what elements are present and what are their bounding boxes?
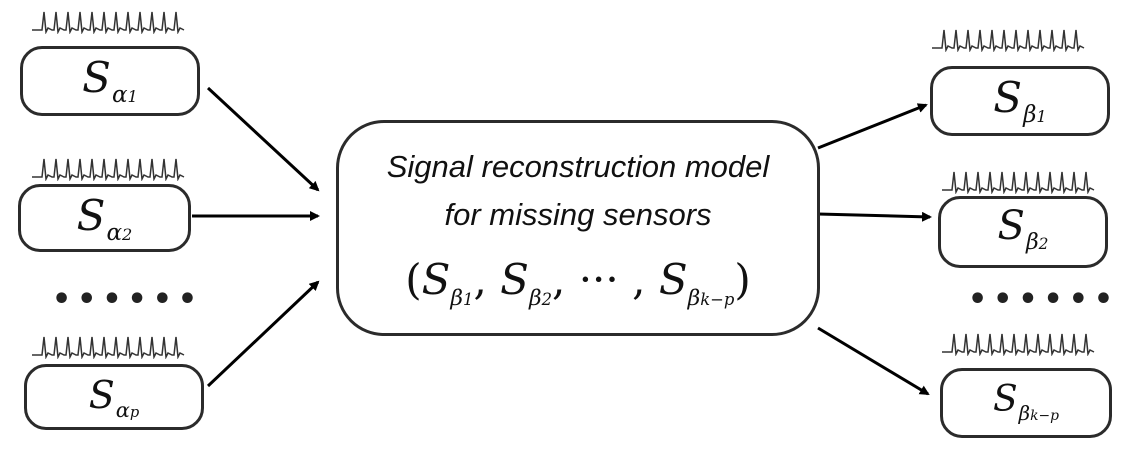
arrow-input-1 xyxy=(206,86,320,192)
waveform-icon xyxy=(32,11,185,34)
arrow-input-p xyxy=(206,280,320,388)
reconstruction-model-box: Signal reconstruction model for missing … xyxy=(336,120,820,336)
input-sensor-label: Sαp xyxy=(88,373,140,423)
waveform-icon xyxy=(32,336,185,359)
input-sensor-box-1: Sα1 xyxy=(20,46,200,116)
input-sensor-box-p: Sαp xyxy=(24,364,204,430)
arrow-output-2 xyxy=(817,211,932,222)
arrow-output-kp xyxy=(817,326,930,396)
input-sensor-label: Sα2 xyxy=(76,191,133,247)
input-sensor-label: Sα1 xyxy=(82,53,138,109)
waveform-icon xyxy=(942,171,1095,194)
model-title-line-1: Signal reconstruction model xyxy=(386,149,770,184)
output-ellipsis: •••••• xyxy=(968,282,1120,317)
input-sensor-box-2: Sα2 xyxy=(18,184,191,252)
output-sensor-box-2: Sβ2 xyxy=(938,196,1108,268)
output-sensor-box-kp: Sβk−p xyxy=(940,368,1112,438)
waveform-icon xyxy=(932,29,1085,52)
output-sensor-label: Sβ1 xyxy=(993,73,1047,129)
output-sensor-box-1: Sβ1 xyxy=(930,66,1110,136)
model-formula: (Sβ1, Sβ2, ··· , Sβk−p) xyxy=(405,255,751,311)
output-sensor-label: Sβk−p xyxy=(993,379,1059,425)
waveform-icon xyxy=(32,158,185,181)
waveform-icon xyxy=(942,333,1095,356)
input-ellipsis: •••••• xyxy=(52,282,204,317)
output-sensor-label: Sβ2 xyxy=(997,203,1049,255)
arrow-output-1 xyxy=(817,103,928,150)
model-title-line-2: for missing sensors xyxy=(444,197,712,232)
